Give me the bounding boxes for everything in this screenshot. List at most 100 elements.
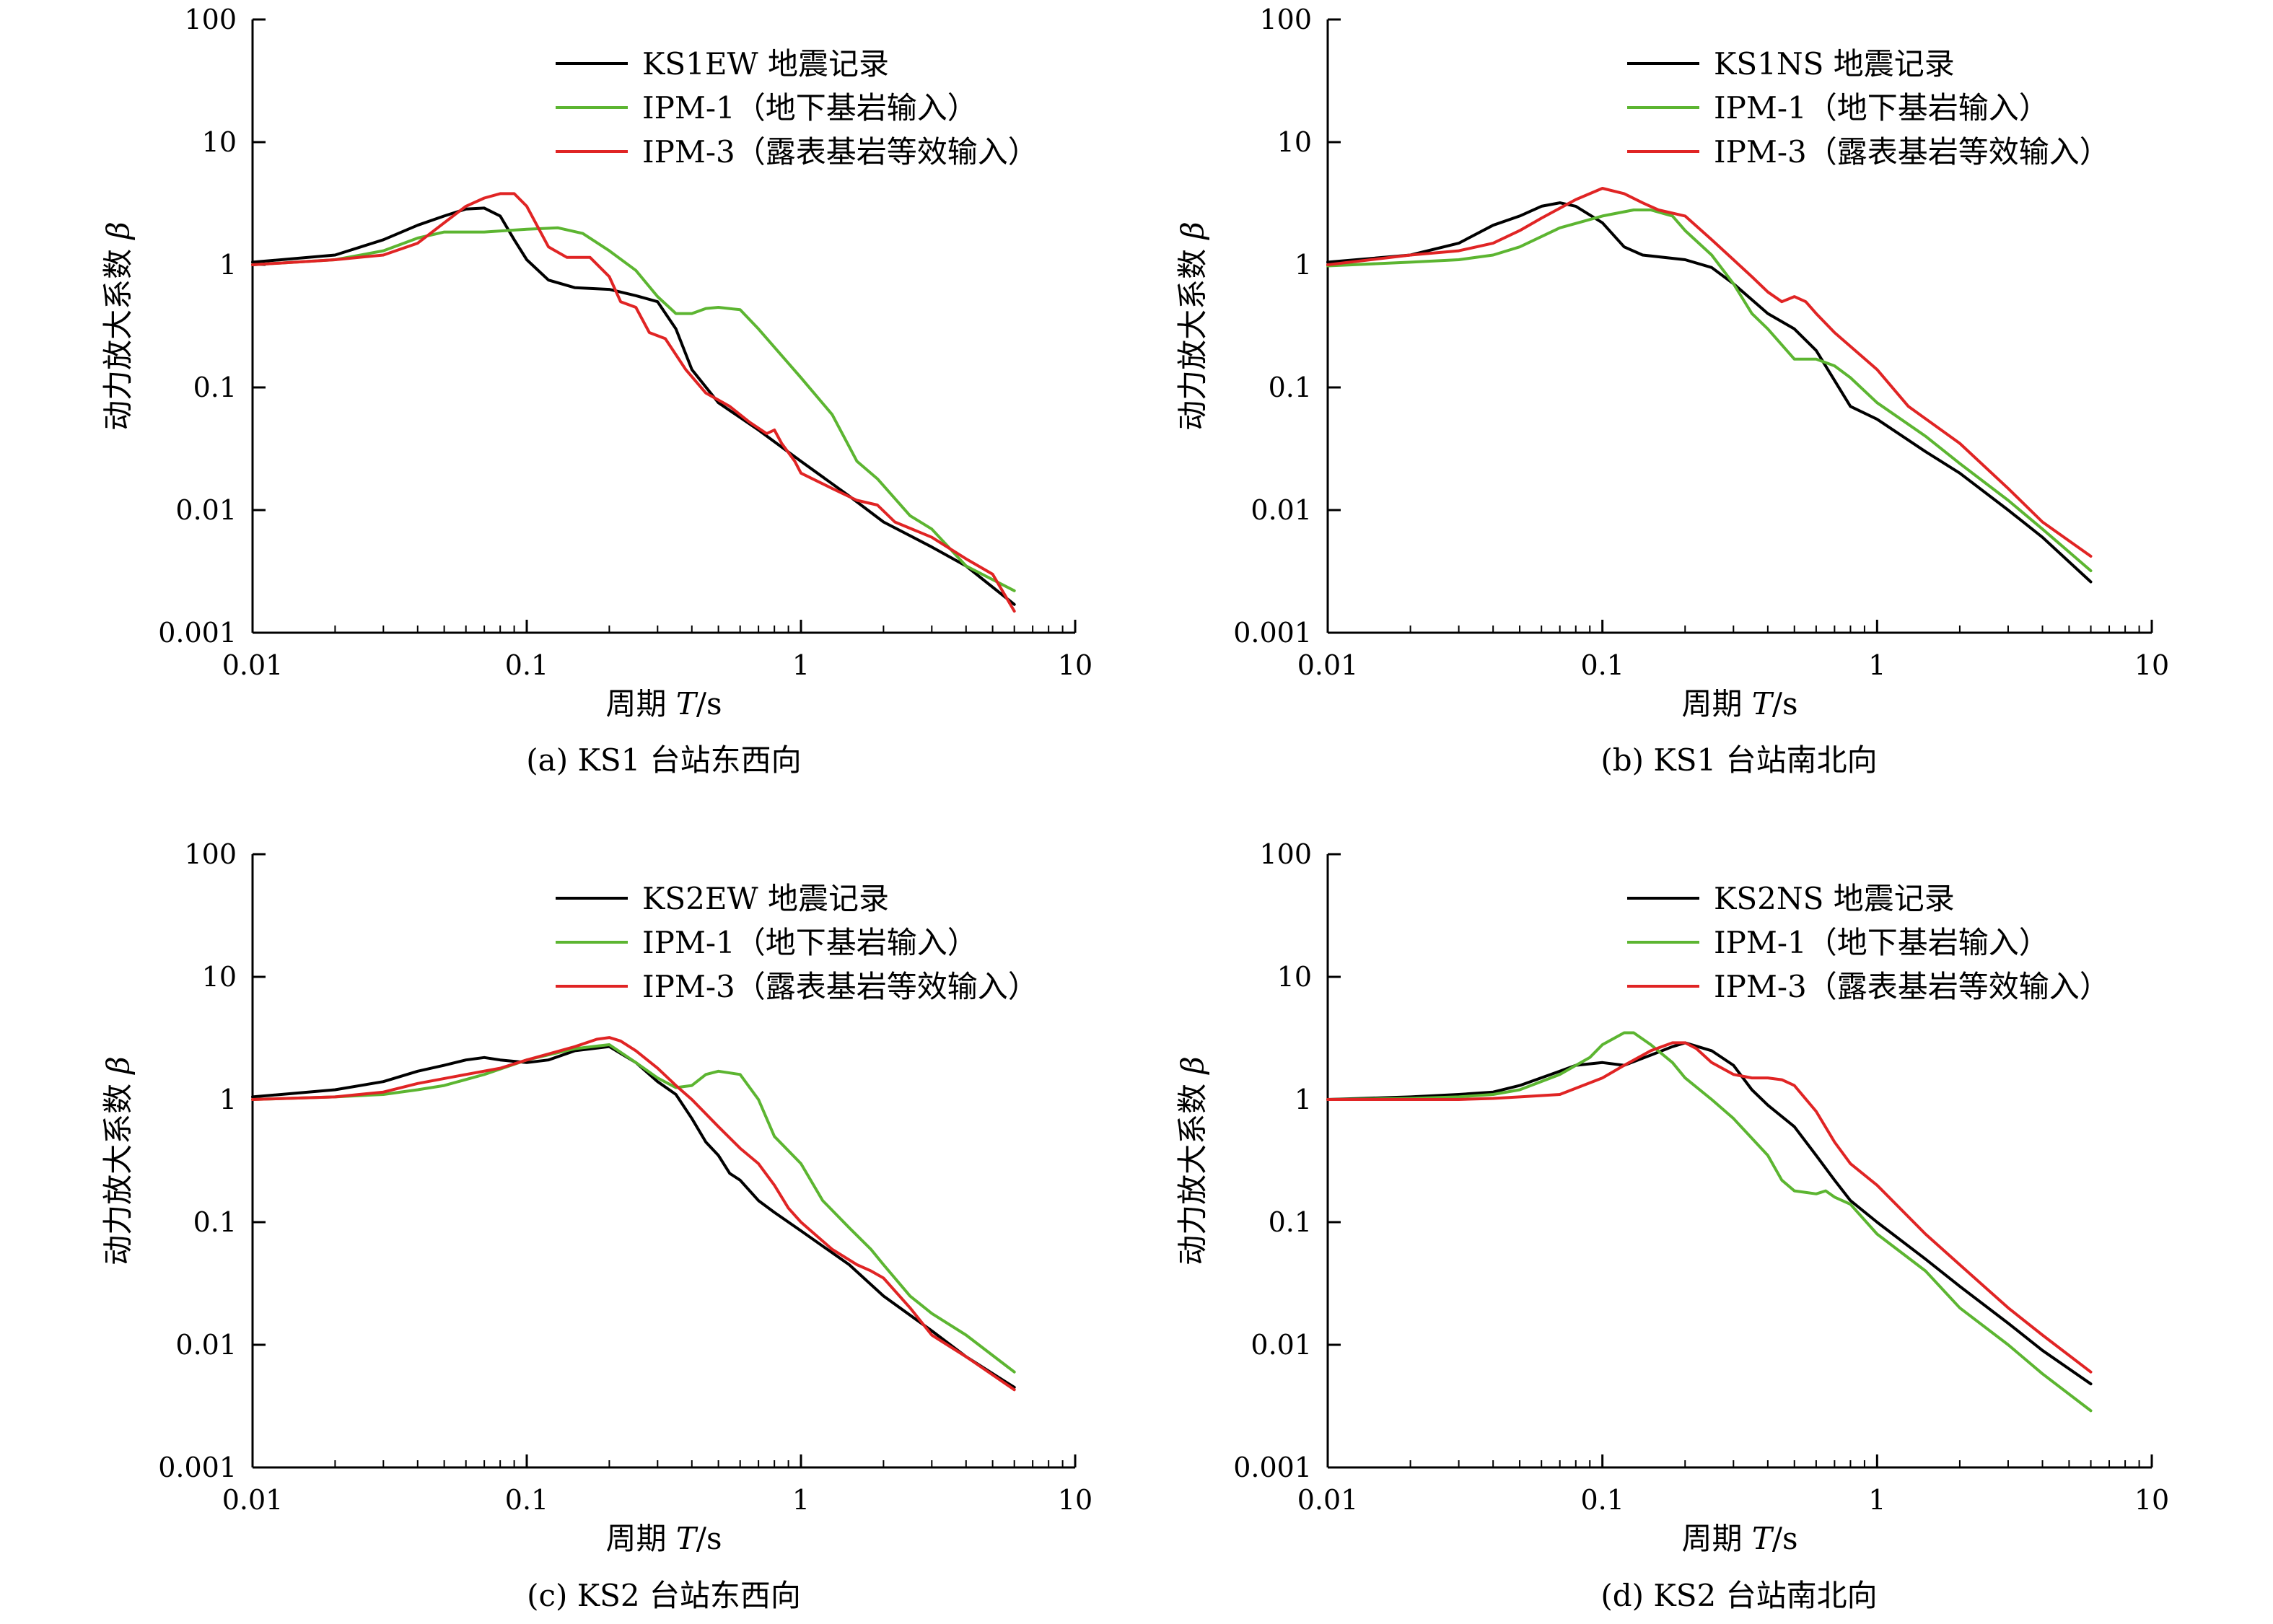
x-axis-title-unit: /s: [1772, 1521, 1798, 1556]
legend-label: KS2EW 地震记录: [642, 881, 889, 916]
series-line-ipm3: [1326, 1041, 2093, 1374]
series-line-ipm1: [1326, 1031, 2093, 1413]
y-tick-label: 100: [1259, 838, 1312, 870]
x-tick-label: 0.1: [505, 649, 548, 681]
y-tick-label: 0.01: [1251, 494, 1312, 526]
y-tick-label: 0.001: [158, 617, 237, 649]
series-line-ipm3: [251, 192, 1016, 613]
legend-label: IPM-1（地下基岩输入）: [642, 90, 978, 126]
legend-label: IPM-3（露表基岩等效输入）: [642, 969, 1038, 1004]
y-tick-label: 1: [1295, 1084, 1312, 1115]
panel-caption: (c) KS2 台站东西向: [527, 1578, 801, 1613]
x-tick-label: 0.01: [1297, 649, 1359, 681]
y-tick-label: 0.1: [1269, 1206, 1312, 1238]
y-tick-label: 0.01: [175, 1329, 237, 1361]
x-axis-title-variable: T: [676, 686, 698, 721]
series-line-recorded: [1326, 1041, 2093, 1386]
legend-label: KS1NS 地震记录: [1714, 46, 1955, 82]
x-axis-title-text: 周期: [605, 1521, 675, 1556]
y-axis-title: 动力放大系数 β: [100, 1056, 136, 1265]
y-tick-label: 0.01: [1251, 1329, 1312, 1361]
y-tick-label: 0.001: [158, 1452, 237, 1483]
y-tick-label: 0.001: [1233, 617, 1312, 649]
y-tick-label: 100: [184, 838, 237, 870]
y-axis-title: 动力放大系数 β: [1175, 1056, 1210, 1265]
x-axis-title-text: 周期: [1681, 1521, 1751, 1556]
y-axis-title-text: 动力放大系数: [100, 239, 136, 430]
y-tick-label: 100: [1259, 4, 1312, 35]
y-tick-label: 0.001: [1233, 1452, 1312, 1483]
series-line-ipm3: [251, 1036, 1016, 1392]
series-line-ipm1: [1326, 209, 2093, 573]
legend-label: IPM-3（露表基岩等效输入）: [642, 134, 1038, 170]
legend-label: IPM-1（地下基岩输入）: [642, 925, 978, 960]
series-line-ipm1: [251, 1043, 1016, 1374]
y-tick-label: 10: [1277, 126, 1312, 158]
x-axis-title-variable: T: [676, 1521, 698, 1556]
x-axis-title: 周期 T/s: [1681, 686, 1797, 721]
panel-caption: (d) KS2 台站南北向: [1600, 1578, 1877, 1613]
series-line-ipm3: [1326, 187, 2093, 558]
series-line-recorded: [1326, 201, 2093, 584]
y-axis-title-variable: β: [100, 1056, 136, 1075]
x-axis-title: 周期 T/s: [605, 686, 722, 721]
y-tick-label: 0.1: [1269, 372, 1312, 403]
x-tick-label: 1: [792, 1484, 810, 1516]
y-axis-title: 动力放大系数 β: [1175, 221, 1210, 431]
x-tick-label: 10: [1058, 649, 1092, 681]
x-tick-label: 10: [2134, 649, 2169, 681]
y-tick-label: 10: [202, 126, 237, 158]
y-axis-title-text: 动力放大系数: [100, 1074, 136, 1265]
x-tick-label: 10: [2134, 1484, 2169, 1516]
y-tick-label: 100: [184, 4, 237, 35]
series-line-recorded: [251, 1045, 1016, 1389]
x-axis-title-variable: T: [1752, 686, 1774, 721]
y-tick-label: 1: [219, 1084, 237, 1115]
x-tick-label: 10: [1058, 1484, 1092, 1516]
y-tick-label: 1: [219, 249, 237, 281]
legend-label: IPM-1（地下基岩输入）: [1714, 90, 2049, 126]
x-tick-label: 0.01: [222, 649, 284, 681]
y-axis-title-text: 动力放大系数: [1175, 239, 1210, 430]
x-axis-title-text: 周期: [605, 686, 675, 721]
series-line-ipm1: [251, 226, 1016, 592]
x-axis-title-unit: /s: [1772, 686, 1798, 721]
x-axis-title: 周期 T/s: [605, 1521, 722, 1556]
y-tick-label: 10: [1277, 961, 1312, 993]
legend-label: IPM-3（露表基岩等效输入）: [1714, 969, 2110, 1004]
y-tick-label: 1: [1295, 249, 1312, 281]
y-tick-label: 0.01: [175, 494, 237, 526]
y-axis-title: 动力放大系数 β: [100, 221, 136, 431]
x-tick-label: 0.01: [1297, 1484, 1359, 1516]
y-tick-label: 0.1: [193, 372, 237, 403]
legend-label: KS1EW 地震记录: [642, 46, 889, 82]
legend-label: IPM-3（露表基岩等效输入）: [1714, 134, 2110, 170]
y-axis-title-variable: β: [1175, 221, 1210, 240]
x-tick-label: 1: [1868, 1484, 1886, 1516]
x-axis-title-variable: T: [1752, 1521, 1774, 1556]
x-axis-title-unit: /s: [696, 1521, 722, 1556]
y-axis-title-text: 动力放大系数: [1175, 1074, 1210, 1265]
panel-caption: (b) KS1 台站南北向: [1600, 742, 1877, 778]
y-axis-title-variable: β: [100, 221, 136, 240]
panel-caption: (a) KS1 台站东西向: [526, 742, 801, 778]
x-axis-title: 周期 T/s: [1681, 1521, 1797, 1556]
x-tick-label: 1: [792, 649, 810, 681]
x-tick-label: 0.1: [1580, 1484, 1624, 1516]
x-axis-title-text: 周期: [1681, 686, 1751, 721]
legend-label: IPM-1（地下基岩输入）: [1714, 925, 2049, 960]
x-tick-label: 0.01: [222, 1484, 284, 1516]
y-axis-title-variable: β: [1175, 1056, 1210, 1075]
x-tick-label: 0.1: [1580, 649, 1624, 681]
x-axis-title-unit: /s: [696, 686, 722, 721]
legend-label: KS2NS 地震记录: [1714, 881, 1955, 916]
x-tick-label: 0.1: [505, 1484, 548, 1516]
x-tick-label: 1: [1868, 649, 1886, 681]
y-tick-label: 10: [202, 961, 237, 993]
y-tick-label: 0.1: [193, 1206, 237, 1238]
